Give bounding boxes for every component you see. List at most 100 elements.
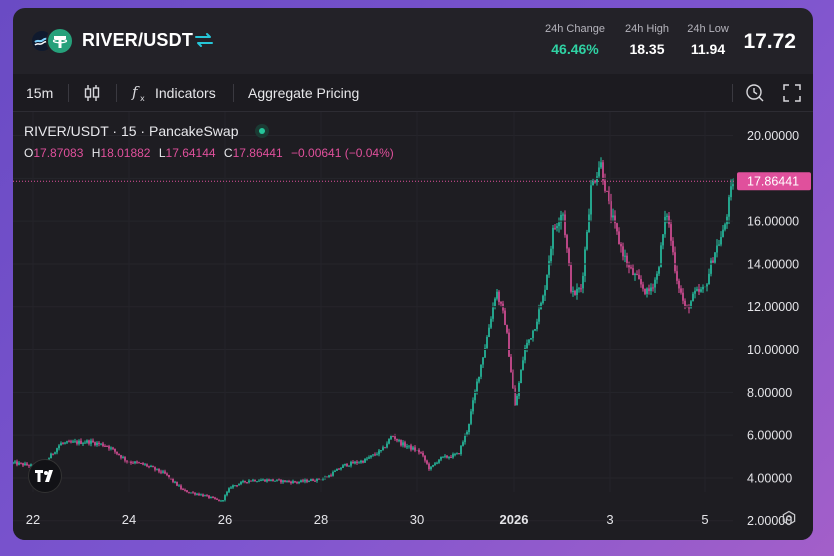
candle-body [444,455,446,457]
candle-body [352,461,354,464]
tradingview-logo[interactable] [28,459,62,493]
open-label: O [24,146,34,160]
candle-body [428,463,430,470]
aggregate-pricing-button[interactable]: Aggregate Pricing [248,85,360,101]
symbol-info: RIVER/USDT · 15 · PancakeSwap [24,123,239,139]
candle-body [186,490,188,493]
candle-body [498,291,500,302]
candle-body [468,423,470,433]
candle-body [410,445,412,450]
candle-body [676,271,678,281]
candle-body [16,461,18,465]
swap-pair-icon[interactable] [193,30,215,50]
candle-body [154,467,156,470]
candle-body [106,445,108,447]
price-chart[interactable]: 20.0000018.0000016.0000014.0000012.00000… [13,112,813,540]
candle-body [692,293,694,302]
candle-body [66,441,68,443]
candle-body [620,244,622,247]
candle-body [406,446,408,448]
candle-body [216,498,218,500]
candle-body [700,289,702,292]
candle-body [146,464,148,467]
candle-body [310,479,312,482]
candle-body [224,495,226,501]
candle-body [382,447,384,450]
candle-body [13,462,14,464]
tradingview-icon [35,470,53,482]
candle-type-button[interactable] [83,74,101,112]
y-tick-label: 10.00000 [747,343,799,357]
candle-body [454,454,456,456]
candle-body [286,481,288,483]
candle-body [54,452,56,454]
candle-body [228,488,230,492]
candle-body [182,488,184,490]
candle-body [594,181,596,183]
candle-body [200,494,202,496]
candle-body [376,454,378,456]
reset-view-button[interactable] [744,74,766,112]
y-tick-label: 6.00000 [747,429,792,443]
candle-body [256,481,258,483]
candle-body [288,481,290,483]
candle-body [294,481,296,483]
chart-canvas[interactable]: 20.0000018.0000016.0000014.0000012.00000… [13,112,813,540]
ohlc-legend: O17.87083 H18.01882 L17.64144 C17.86441 … [24,146,394,160]
candle-body [348,465,350,467]
candle-body [158,468,160,472]
candle-body [298,481,300,483]
y-tick-label: 12.00000 [747,300,799,314]
divider [732,84,733,102]
candle-body [402,442,404,446]
candle-body [480,364,482,377]
candle-body [392,436,394,438]
candle-body [608,191,610,202]
candle-body [472,400,474,412]
candle-body [518,383,520,396]
y-tick-label: 8.00000 [747,386,792,400]
high-label: H [91,146,101,160]
candle-body [248,480,250,483]
candle-body [266,479,268,482]
candle-body [500,301,502,304]
interval-button[interactable]: 15m [26,85,54,101]
candle-body [672,240,674,253]
candle-body [208,495,210,498]
candle-body [360,460,362,463]
symbol-legend: RIVER/USDT · 15 · PancakeSwap [24,123,269,139]
candle-body [126,460,128,462]
candle-body [64,442,66,444]
candle-body [262,479,264,481]
y-tick-label: 4.00000 [747,471,792,485]
candle-body [524,348,526,361]
candle-body [726,216,728,225]
candle-body [104,445,106,447]
candle-body [568,248,570,266]
candle-body [604,180,606,191]
candle-body [22,463,24,466]
candle-body [442,456,444,458]
candle-body [652,287,654,289]
chart-settings-icon[interactable] [781,510,797,526]
candle-body [488,327,490,337]
fullscreen-button[interactable] [783,74,801,112]
candle-body [94,442,96,446]
candle-body [314,480,316,482]
candle-body [448,457,450,459]
candle-body [384,447,386,449]
svg-text:x: x [140,94,145,103]
stat-24h-high: 24h High 18.35 [618,23,676,57]
candle-body [668,215,670,225]
pair-title: RIVER/USDT [82,30,194,50]
candle-body [76,441,78,444]
candle-body [260,480,262,482]
candle-body [236,485,238,487]
candle-body [290,481,292,484]
stat-24h-change: 24h Change 46.46% [540,23,610,57]
candle-body [630,267,632,269]
candle-body [732,184,734,187]
divider [233,84,234,102]
candle-body [108,446,110,449]
